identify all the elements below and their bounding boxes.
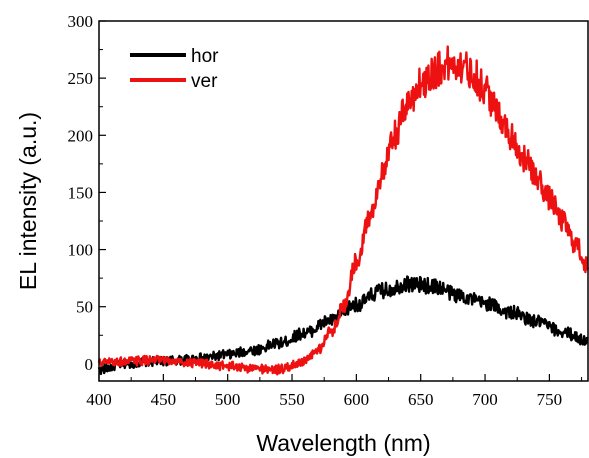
tick-labels: 400 450 500 550 600 650 700 750 0 50 100 150 200 250 3… — [68, 12, 563, 409]
series-lines — [97, 45, 589, 376]
legend-label-ver: ver — [191, 71, 218, 92]
y-tick-label: 300 — [68, 12, 94, 31]
y-tick-label: 150 — [68, 183, 94, 202]
y-tick-label: 100 — [68, 241, 94, 260]
legend-label-hor: hor — [191, 46, 219, 67]
x-tick-label: 650 — [408, 390, 434, 409]
x-axis-title: Wavelength (nm) — [256, 430, 430, 456]
x-tick-label: 500 — [215, 390, 241, 409]
x-tick-label: 450 — [151, 390, 177, 409]
x-tick-label: 550 — [279, 390, 305, 409]
series-line-ver — [97, 45, 589, 376]
y-axis-title: EL intensity (a.u.) — [15, 112, 41, 290]
axis-ticks — [98, 20, 583, 381]
y-tick-label: 50 — [76, 298, 93, 317]
y-tick-label: 250 — [68, 69, 94, 88]
y-tick-label: 0 — [85, 355, 94, 374]
y-tick-label: 200 — [68, 126, 94, 145]
x-tick-label: 750 — [537, 390, 563, 409]
x-tick-label: 700 — [472, 390, 498, 409]
x-tick-label: 600 — [344, 390, 370, 409]
legend: hor ver — [130, 46, 219, 92]
x-tick-label: 400 — [86, 390, 112, 409]
plot-frame — [98, 20, 589, 382]
